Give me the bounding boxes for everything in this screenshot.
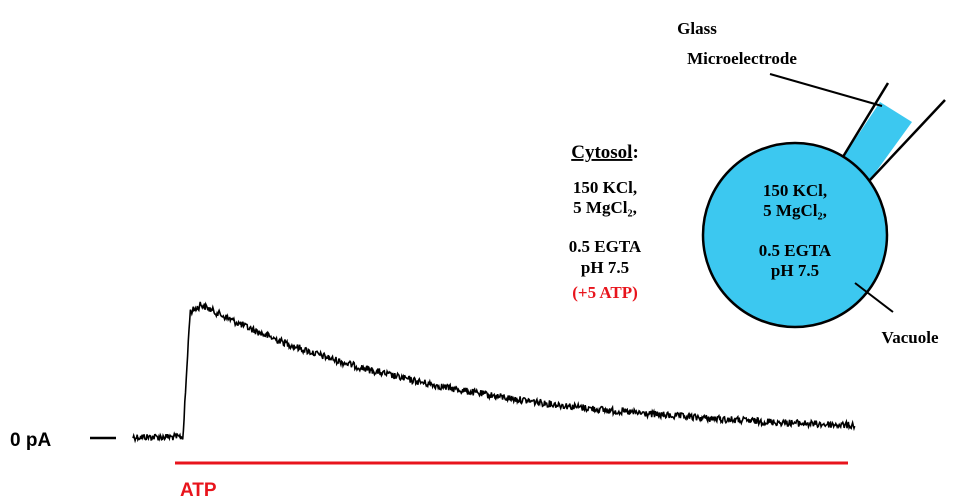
stimulus-label: ATP	[180, 480, 217, 500]
vacuole-line: 150 KCl,	[763, 181, 827, 200]
cytosol-line: 150 KCl,	[573, 178, 637, 197]
figure: Glass Microelectrode Vacuole 150 KCl, 5 …	[0, 0, 956, 500]
cytosol-title-colon: :	[632, 142, 638, 163]
zero-label: 0 pA	[10, 430, 51, 451]
vacuole-line: pH 7.5	[771, 261, 819, 280]
electrode-label: Glass	[677, 19, 717, 38]
vacuole-line: 5 MgCl₂,	[763, 201, 827, 220]
cytosol-line: 0.5 EGTA	[569, 237, 642, 256]
cytosol-contents: Cytosol: 150 KCl, 5 MgCl₂, 0.5 EGTA pH 7…	[569, 142, 642, 302]
vacuole	[703, 143, 887, 327]
cytosol-title-text: Cytosol	[571, 142, 632, 163]
vacuole-label: Vacuole	[882, 328, 939, 347]
vacuole-line: 0.5 EGTA	[759, 241, 832, 260]
current-trace	[133, 302, 855, 441]
cytosol-extra: (+5 ATP)	[572, 283, 638, 302]
cytosol-line: 5 MgCl₂,	[573, 198, 637, 217]
cytosol-title: Cytosol:	[571, 142, 639, 163]
cytosol-line: pH 7.5	[581, 258, 629, 277]
electrode-label: Microelectrode	[687, 49, 797, 68]
leader-line	[770, 74, 882, 106]
